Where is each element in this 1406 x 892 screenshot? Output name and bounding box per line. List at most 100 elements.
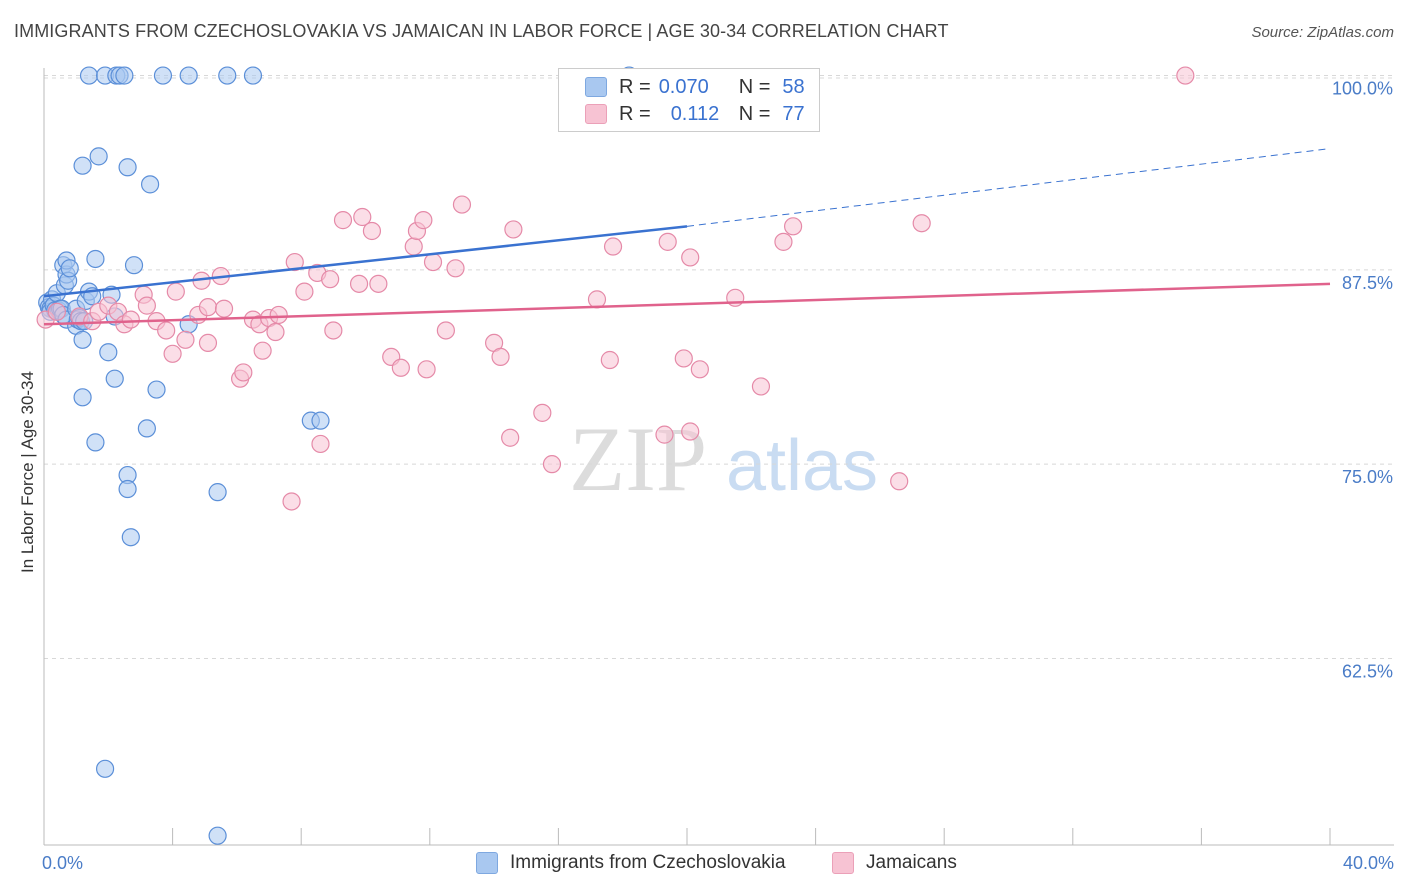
pink-point-36 [324, 321, 343, 340]
pink-n-value: 77 [782, 102, 805, 125]
blue-point-18 [60, 259, 79, 278]
blue-point-32 [73, 156, 92, 175]
blue-n-label: N = [738, 75, 771, 98]
blue-point-44 [140, 175, 160, 194]
legend-pink-swatch-icon [832, 852, 854, 874]
pink-point-39 [353, 207, 372, 227]
blue-point-46 [118, 158, 137, 177]
pink-point-58 [587, 290, 607, 309]
pink-point-26 [253, 341, 272, 360]
series-blue-points [38, 66, 639, 845]
legend: Immigrants from Czechoslovakia Jamaicans [0, 852, 1406, 878]
blue-point-57 [153, 66, 173, 85]
blue-point-24 [73, 330, 92, 349]
pink-point-59 [600, 350, 619, 370]
pink-point-61 [655, 425, 674, 444]
legend-blue-label: Immigrants from Czechoslovakia [510, 852, 786, 873]
pink-n-label: N = [738, 102, 771, 125]
pink-point-19 [198, 333, 218, 353]
pink-point-70 [783, 217, 803, 236]
pink-point-29 [269, 305, 288, 325]
pink-point-30 [282, 492, 301, 511]
stats-box: R = 0.070 N = 58 R = 0.112 N = 77 [558, 68, 820, 132]
pink-r-value: 0.112 [670, 102, 720, 125]
y-tick-label-3: 100.0% [1332, 79, 1393, 99]
blue-point-38 [124, 256, 144, 275]
pink-point-62 [658, 232, 677, 251]
blue-n-value: 58 [782, 75, 805, 98]
chart-title: IMMIGRANTS FROM CZECHOSLOVAKIA VS JAMAIC… [14, 21, 949, 41]
x-tick-min: 0.0% [42, 853, 84, 873]
pink-point-44 [404, 237, 423, 256]
pink-point-32 [295, 282, 314, 301]
pink-point-8 [121, 310, 140, 329]
pink-point-18 [198, 298, 218, 317]
blue-point-52 [79, 66, 99, 85]
pink-point-15 [176, 330, 195, 349]
y-tick-label-1: 75.0% [1342, 467, 1393, 487]
blue-point-51 [311, 411, 330, 430]
pink-point-56 [533, 403, 552, 422]
pink-point-1 [47, 302, 66, 321]
blue-point-42 [137, 419, 156, 438]
blue-point-29 [86, 249, 105, 269]
blue-point-40 [118, 479, 137, 499]
watermark-atlas: atlas [726, 426, 878, 506]
y-axis-label: In Labor Force | Age 30-34 [18, 371, 37, 573]
watermark: ZIP atlas [569, 408, 878, 510]
pink-point-43 [391, 358, 410, 377]
blue-point-36 [105, 369, 124, 388]
stats-row-pink: R = 0.112 N = 77 [585, 100, 805, 128]
pink-point-69 [774, 232, 793, 251]
blue-point-59 [218, 66, 237, 85]
blue-point-41 [121, 528, 140, 547]
pink-swatch-icon [585, 104, 607, 124]
blue-trend-extension [686, 148, 1331, 227]
pink-point-13 [163, 344, 182, 363]
pink-point-53 [491, 347, 510, 367]
pink-point-49 [436, 321, 455, 340]
blue-point-34 [99, 343, 118, 362]
pink-point-34 [311, 434, 330, 454]
pink-point-71 [890, 472, 909, 491]
x-tick-max: 40.0% [1342, 853, 1394, 873]
y-tick-label-0: 62.5% [1342, 661, 1393, 681]
blue-point-30 [86, 433, 105, 452]
pink-point-63 [674, 349, 693, 368]
trend-lines [43, 148, 1331, 326]
pink-point-48 [423, 252, 443, 272]
pink-point-21 [214, 299, 234, 318]
pink-point-68 [751, 377, 771, 396]
pink-point-73 [1176, 66, 1195, 85]
pink-point-23 [234, 363, 253, 382]
legend-item-blue[interactable]: Immigrants from Czechoslovakia [476, 852, 786, 874]
pink-point-10 [137, 296, 156, 315]
pink-point-51 [452, 195, 472, 214]
pink-point-31 [285, 252, 304, 272]
y-tick-labels: 62.5% 75.0% 87.5% 100.0% [1332, 79, 1393, 682]
pink-point-50 [446, 259, 465, 278]
blue-point-33 [89, 147, 108, 166]
blue-r-value: 0.070 [658, 75, 709, 98]
legend-item-pink[interactable]: Jamaicans [832, 852, 957, 874]
blue-point-49 [208, 826, 227, 845]
blue-point-60 [243, 66, 263, 85]
pink-point-41 [369, 274, 388, 293]
pink-point-14 [166, 282, 185, 301]
blue-trend-line [43, 225, 688, 298]
y-tick-label-2: 87.5% [1342, 273, 1393, 293]
stats-row-blue: R = 0.070 N = 58 [585, 73, 805, 101]
source-label: Source: ZipAtlas.com [1251, 24, 1394, 41]
blue-r-label: R = [619, 75, 651, 98]
pink-point-64 [681, 422, 700, 441]
blue-point-58 [179, 66, 198, 85]
blue-point-56 [115, 66, 134, 85]
pink-trend-line [43, 282, 1331, 326]
blue-point-48 [208, 483, 227, 502]
axes [43, 68, 1394, 846]
pink-point-66 [690, 360, 709, 379]
pink-point-12 [157, 321, 176, 340]
pink-point-46 [414, 211, 433, 230]
pink-point-57 [542, 455, 562, 474]
